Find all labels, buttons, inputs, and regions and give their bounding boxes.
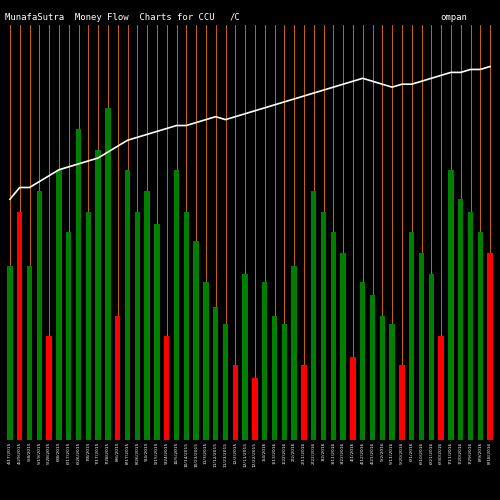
Bar xyxy=(194,241,199,440)
Bar xyxy=(203,282,208,440)
Bar xyxy=(488,253,493,440)
Bar xyxy=(115,316,120,440)
Bar xyxy=(66,232,71,440)
Bar xyxy=(134,212,140,440)
Bar xyxy=(419,253,424,440)
Bar xyxy=(301,366,306,440)
Bar xyxy=(468,212,473,440)
Bar xyxy=(478,232,483,440)
Bar xyxy=(56,170,62,440)
Bar xyxy=(350,357,356,440)
Bar xyxy=(262,282,268,440)
Bar xyxy=(76,128,81,440)
Bar xyxy=(223,324,228,440)
Bar xyxy=(125,170,130,440)
Bar xyxy=(242,274,248,440)
Text: /C: /C xyxy=(230,12,241,22)
Bar xyxy=(7,266,12,440)
Bar xyxy=(458,200,464,440)
Bar xyxy=(370,294,375,440)
Bar xyxy=(17,212,22,440)
Bar xyxy=(428,274,434,440)
Bar xyxy=(36,191,42,440)
Bar xyxy=(330,232,336,440)
Bar xyxy=(399,366,404,440)
Bar xyxy=(105,108,110,440)
Bar xyxy=(282,324,287,440)
Bar xyxy=(380,316,385,440)
Bar xyxy=(292,266,297,440)
Bar xyxy=(252,378,258,440)
Bar xyxy=(311,191,316,440)
Bar xyxy=(164,336,170,440)
Bar xyxy=(46,336,52,440)
Bar xyxy=(360,282,366,440)
Text: MunafaSutra  Money Flow  Charts for CCU: MunafaSutra Money Flow Charts for CCU xyxy=(5,12,214,22)
Bar xyxy=(86,212,91,440)
Bar xyxy=(321,212,326,440)
Bar xyxy=(27,266,32,440)
Bar xyxy=(409,232,414,440)
Bar xyxy=(272,316,277,440)
Bar xyxy=(154,224,160,440)
Bar xyxy=(96,150,101,440)
Bar xyxy=(340,253,346,440)
Bar xyxy=(144,191,150,440)
Text: ompan: ompan xyxy=(440,12,467,22)
Bar xyxy=(174,170,179,440)
Bar xyxy=(390,324,395,440)
Bar xyxy=(448,170,454,440)
Bar xyxy=(213,307,218,440)
Bar xyxy=(438,336,444,440)
Bar xyxy=(232,366,238,440)
Bar xyxy=(184,212,189,440)
